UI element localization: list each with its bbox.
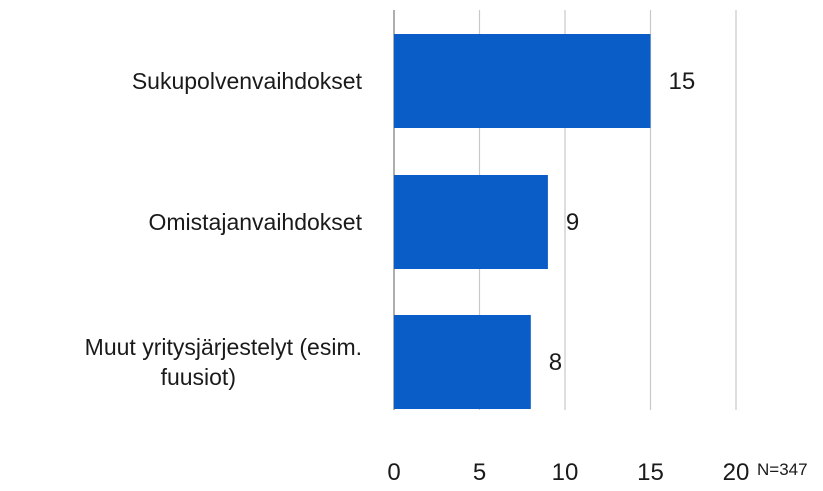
category-label: Sukupolvenvaihdokset [132,68,363,94]
x-tick-label: 20 [723,459,750,486]
x-tick-label: 10 [552,459,579,486]
x-tick-label: 0 [387,459,400,486]
data-label: 9 [566,209,579,236]
sample-size-note: N=347 [757,460,808,479]
bar [394,315,531,409]
bar [394,34,651,128]
data-label: 15 [669,68,696,95]
x-tick-label: 15 [637,459,664,486]
x-tick-label: 5 [473,459,486,486]
category-label: Omistajanvaihdokset [149,209,363,235]
category-label: Muut yritysjärjestelyt (esim. fuusiot) [85,334,362,390]
bar [394,175,548,269]
data-label: 8 [549,349,562,376]
